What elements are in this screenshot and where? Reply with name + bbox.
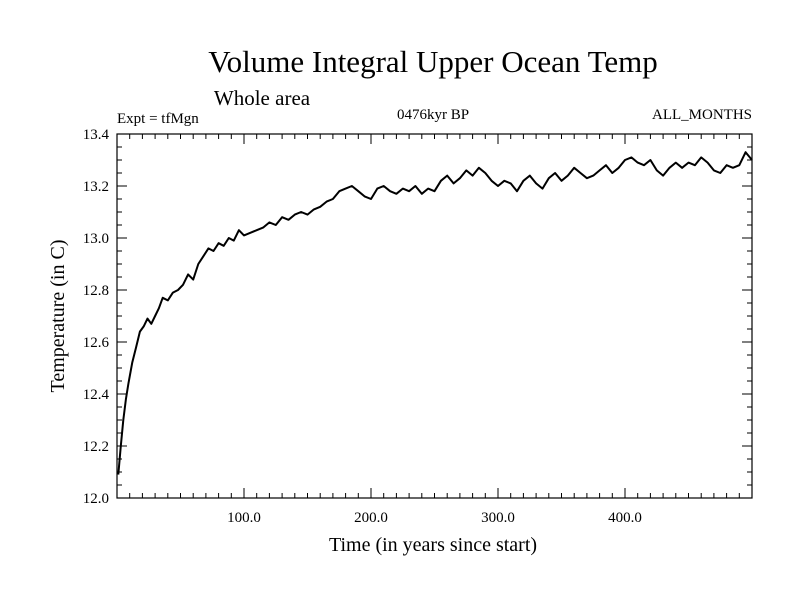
y-tick-label: 12.2 [83, 439, 109, 455]
series-line [117, 151, 753, 475]
x-axis-ticks [129, 134, 740, 498]
series-group [117, 151, 753, 475]
y-tick-label: 13.4 [83, 127, 110, 143]
x-tick-label: 400.0 [608, 510, 642, 526]
chart-title: Volume Integral Upper Ocean Temp [208, 44, 658, 79]
y-tick-label: 12.0 [83, 491, 109, 507]
x-tick-label: 200.0 [354, 510, 388, 526]
y-tick-label: 13.0 [83, 231, 109, 247]
y-tick-label: 12.6 [83, 335, 110, 351]
months-label: ALL_MONTHS [652, 107, 752, 123]
experiment-label: Expt = tfMgn [117, 111, 199, 127]
y-tick-label: 13.2 [83, 179, 109, 195]
x-axis-label: Time (in years since start) [329, 534, 537, 556]
x-axis-tick-labels: 100.0 200.0 300.0 400.0 [227, 510, 642, 526]
plot-frame [116, 133, 753, 499]
y-axis-label: Temperature (in C) [47, 240, 69, 393]
y-tick-label: 12.4 [83, 387, 110, 403]
y-axis-tick-labels: 12.0 12.2 12.4 12.6 12.8 13.0 13.2 13.4 [83, 127, 110, 507]
y-axis-ticks [117, 146, 752, 486]
x-tick-label: 300.0 [481, 510, 515, 526]
x-tick-label: 100.0 [227, 510, 261, 526]
period-label: 0476kyr BP [397, 107, 469, 123]
chart-subtitle: Whole area [214, 86, 311, 110]
y-tick-label: 12.8 [83, 283, 109, 299]
